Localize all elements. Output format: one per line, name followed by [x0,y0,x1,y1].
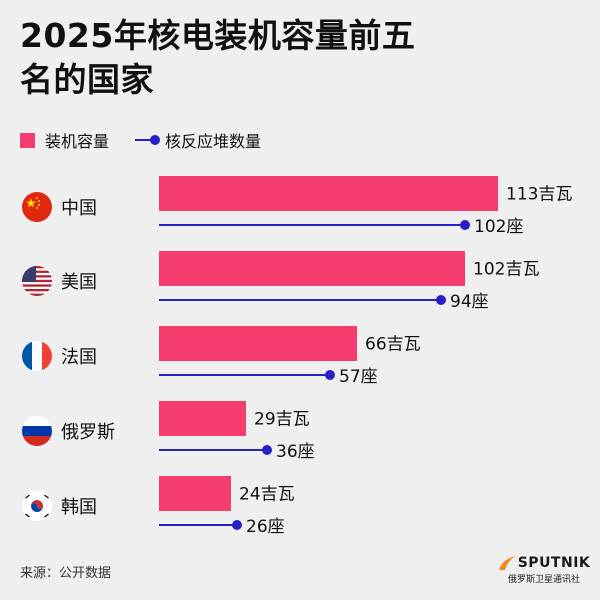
korea-flag-icon [22,491,52,521]
capacity-bar-3 [159,401,246,436]
brand-name: SPUTNIK [517,555,591,571]
reactor-label-0: 102座 [474,217,523,237]
capacity-bar-2 [159,326,357,361]
reactor-point-3 [262,445,272,455]
legend-reactors-marker [135,135,161,145]
reactor-label-4: 26座 [246,517,285,537]
capacity-label-2: 66吉瓦 [365,335,421,355]
country-row-korea: 韩国 [22,489,97,523]
reactor-point-0 [460,220,470,230]
reactor-point-4 [232,520,242,530]
country-name-russia: 俄罗斯 [61,422,115,443]
france-flag-icon [22,341,52,371]
title-line-1: 2025年核电装机容量前五 [20,16,416,55]
capacity-label-3: 29吉瓦 [254,410,310,430]
reactor-label-3: 36座 [276,442,315,462]
country-name-usa: 美国 [61,272,97,293]
sputnik-logo-icon [498,556,516,570]
capacity-label-0: 113吉瓦 [506,185,572,205]
russia-flag-icon [22,416,52,446]
capacity-bar-1 [159,251,465,286]
brand-logo: SPUTNIK 俄罗斯卫星通讯社 [494,555,594,585]
chart-title: 2025年核电装机容量前五 名的国家 [20,14,580,102]
usa-flag-icon [22,266,52,296]
source-note: 来源：公开数据 [20,566,112,581]
country-name-france: 法国 [61,347,97,368]
country-row-france: 法国 [22,339,97,373]
reactor-label-1: 94座 [450,292,489,312]
capacity-label-4: 24吉瓦 [239,485,295,505]
capacity-label-1: 102吉瓦 [473,260,539,280]
title-line-2: 名的国家 [20,60,154,99]
country-name-china: 中国 [61,198,97,219]
capacity-bar-0 [159,176,498,211]
country-name-korea: 韩国 [61,497,97,518]
legend: 装机容量 核反应堆数量 [20,130,262,151]
legend-capacity-swatch [20,132,35,148]
china-flag-icon [22,192,52,222]
brand-subtitle: 俄罗斯卫星通讯社 [507,575,580,585]
reactor-point-2 [325,370,335,380]
capacity-bar-4 [159,476,231,511]
country-row-russia: 俄罗斯 [22,414,115,448]
country-row-usa: 美国 [22,264,97,298]
reactor-point-1 [436,295,446,305]
legend-reactors-label: 核反应堆数量 [165,132,262,151]
legend-capacity-label: 装机容量 [45,132,110,151]
reactor-label-2: 57座 [339,367,378,387]
country-row-china: 中国 [22,190,97,224]
